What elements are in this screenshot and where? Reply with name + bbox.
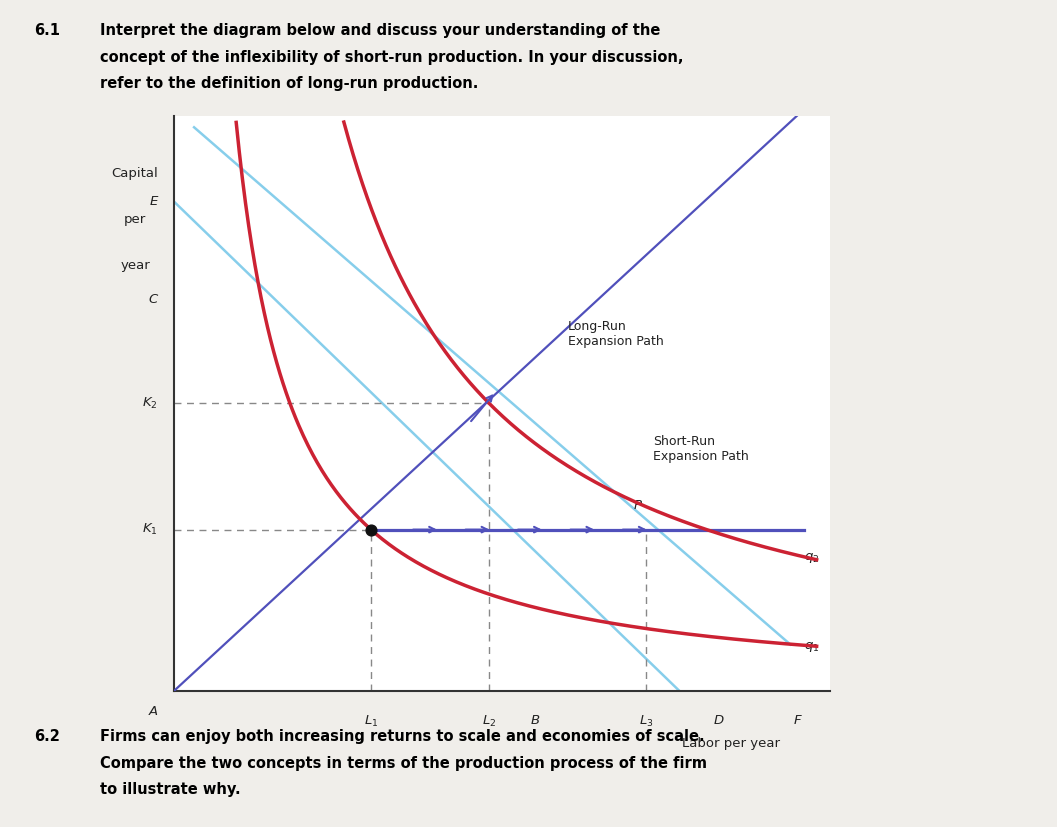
Text: per: per (124, 213, 146, 226)
Text: $L_2$: $L_2$ (482, 714, 496, 729)
Text: 6.1: 6.1 (34, 23, 60, 38)
Point (363, 523, 379, 536)
Text: 6.2: 6.2 (34, 729, 59, 744)
Text: concept of the inflexibility of short-run production. In your discussion,: concept of the inflexibility of short-ru… (100, 50, 684, 65)
Text: $L_1$: $L_1$ (364, 714, 378, 729)
Text: $K_2$: $K_2$ (143, 395, 159, 411)
Text: Interpret the diagram below and discuss your understanding of the: Interpret the diagram below and discuss … (100, 23, 661, 38)
Text: A: A (149, 705, 159, 718)
Text: Short-Run
Expansion Path: Short-Run Expansion Path (653, 435, 748, 463)
Text: Compare the two concepts in terms of the production process of the firm: Compare the two concepts in terms of the… (100, 756, 707, 771)
Text: Capital: Capital (112, 167, 159, 179)
Text: C: C (149, 294, 159, 306)
Text: $K_1$: $K_1$ (143, 522, 159, 538)
Text: $q_2$: $q_2$ (803, 552, 819, 566)
Text: to illustrate why.: to illustrate why. (100, 782, 241, 797)
Text: year: year (120, 259, 150, 272)
Text: F: F (793, 714, 801, 727)
Text: B: B (531, 714, 539, 727)
Text: D: D (713, 714, 723, 727)
Text: refer to the definition of long-run production.: refer to the definition of long-run prod… (100, 76, 479, 91)
Text: P: P (633, 500, 642, 513)
Text: Long-Run
Expansion Path: Long-Run Expansion Path (568, 320, 664, 348)
Text: $q_1$: $q_1$ (803, 640, 819, 654)
Text: Labor per year: Labor per year (683, 737, 780, 749)
Text: Firms can enjoy both increasing returns to scale and economies of scale.: Firms can enjoy both increasing returns … (100, 729, 705, 744)
Text: E: E (150, 195, 159, 208)
Text: $L_3$: $L_3$ (639, 714, 653, 729)
